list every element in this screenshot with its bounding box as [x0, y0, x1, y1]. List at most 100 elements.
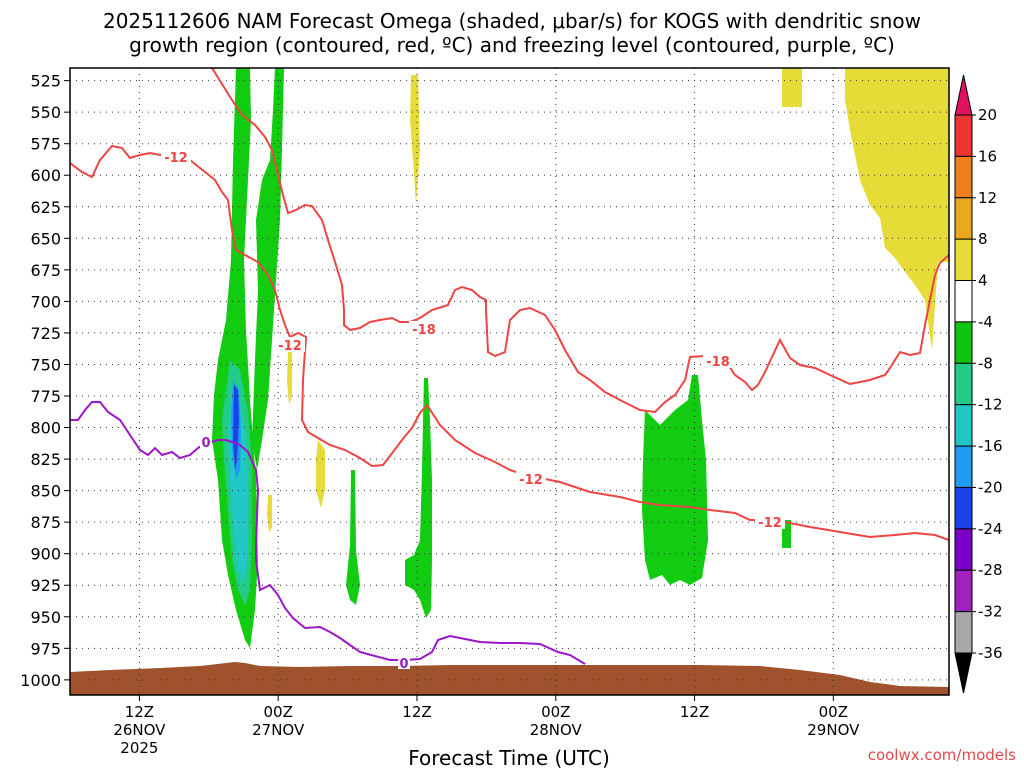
- y-tick-label: 725: [30, 324, 61, 343]
- terrain-surface: [70, 662, 949, 695]
- colorbar-segment: [954, 238, 973, 282]
- y-tick-label: 525: [30, 72, 61, 91]
- colorbar-label: -28: [978, 561, 1003, 579]
- contour-label-bg: [409, 321, 439, 336]
- colorbar-segment: [954, 445, 973, 488]
- chart-title-line-1: 2025112606 NAM Forecast Omega (shaded, μ…: [103, 9, 921, 33]
- y-tick-label: 925: [30, 576, 61, 595]
- colorbar-label: -8: [978, 354, 993, 372]
- y-tick-label: 675: [30, 261, 61, 280]
- dgz-contour-label: -18: [412, 323, 436, 338]
- x-tick-label: 12Z: [680, 703, 709, 721]
- plot-area: -12 -12 -18 -18 -12 -12 0 0: [70, 68, 949, 695]
- plot-frame: [69, 67, 950, 696]
- x-tick-label: 00Z: [819, 703, 848, 721]
- contour-label-bg: [398, 655, 410, 669]
- colorbar-segment: [954, 362, 973, 406]
- y-tick-label: 1000: [20, 671, 61, 690]
- y-tick-label: 825: [30, 450, 61, 469]
- negative-omega-region-mid-2: [405, 378, 432, 618]
- y-tick-label: 750: [30, 355, 61, 374]
- credit-text: coolwx.com/models: [868, 746, 1016, 764]
- dgz-contour-label: -12: [164, 151, 188, 166]
- omega-core-blue: [233, 385, 239, 470]
- colorbar-label: -12: [978, 396, 1003, 414]
- positive-omega-region-small-1: [287, 352, 292, 405]
- x-tick-date: 28NOV: [530, 721, 583, 739]
- y-axis: 525 550 575 600 625 650 675 700 725 750 775 800 825 8…: [20, 72, 70, 690]
- dgz-contour-lower: [211, 68, 949, 414]
- colorbar-segment: [954, 280, 973, 323]
- freezing-contour-label: 0: [201, 436, 210, 451]
- y-tick-label: 625: [30, 198, 61, 217]
- colorbar-label: 4: [978, 272, 988, 290]
- colorbar-segment: [954, 611, 973, 654]
- colorbar-segment: [954, 486, 973, 530]
- colorbar-label: 12: [978, 189, 997, 207]
- contour-label-bg: [200, 434, 212, 448]
- negative-omega-region-right: [642, 375, 708, 585]
- colorbar-label: 8: [978, 230, 988, 248]
- freezing-contour-label: 0: [399, 657, 408, 672]
- x-tick-year: 2025: [120, 739, 158, 757]
- colorbar-label: -36: [978, 644, 1003, 662]
- colorbar-segment: [954, 652, 973, 694]
- positive-omega-region-mid: [316, 440, 325, 508]
- colorbar-label: -16: [978, 437, 1003, 455]
- positive-omega-region-small-2: [267, 495, 272, 532]
- colorbar-segment: [954, 569, 973, 613]
- y-tick-label: 650: [30, 229, 61, 248]
- colorbar-label: 20: [978, 106, 997, 124]
- colorbar-label: -24: [978, 520, 1003, 538]
- colorbar-segment: [954, 321, 973, 364]
- colorbar-segment: [954, 404, 973, 447]
- dgz-contour-label: -12: [519, 473, 543, 488]
- colorbar: 20 16 12 8 4 -4 -8 -12 -16 -20 -24 -28 -32 -36: [954, 74, 1003, 694]
- x-tick-date: 26NOV: [113, 721, 166, 739]
- contour-label-bg: [703, 353, 733, 368]
- y-tick-label: 700: [30, 292, 61, 311]
- colorbar-segment: [954, 155, 973, 199]
- dgz-contour-upper: [70, 144, 949, 541]
- colorbar-label: -32: [978, 603, 1003, 621]
- y-tick-label: 600: [30, 166, 61, 185]
- y-tick-label: 850: [30, 482, 61, 501]
- colorbar-label: -4: [978, 313, 993, 331]
- contour-label-bg: [161, 149, 191, 164]
- freezing-level-contour: [70, 401, 586, 665]
- x-tick-label: 00Z: [263, 703, 292, 721]
- x-axis-label: Forecast Time (UTC): [408, 746, 610, 768]
- y-tick-label: 950: [30, 608, 61, 627]
- negative-omega-region-mid-1: [346, 470, 360, 605]
- x-tick-label: 00Z: [541, 703, 570, 721]
- colorbar-label: 16: [978, 147, 997, 165]
- contour-label-bg: [755, 514, 785, 529]
- x-tick-date: 27NOV: [252, 721, 305, 739]
- x-tick-label: 12Z: [402, 703, 431, 721]
- x-tick-label: 12Z: [125, 703, 154, 721]
- y-tick-label: 575: [30, 135, 61, 154]
- colorbar-segment: [954, 114, 973, 157]
- colorbar-segment: [954, 197, 973, 240]
- y-tick-label: 800: [30, 419, 61, 438]
- positive-omega-region-top-center: [410, 75, 420, 205]
- y-tick-label: 875: [30, 513, 61, 532]
- colorbar-segment: [954, 528, 973, 571]
- dgz-contour-label: -12: [278, 339, 302, 354]
- contour-label-bg: [275, 337, 305, 352]
- positive-omega-region-top-right: [782, 68, 802, 107]
- positive-omega-region-upper-right: [845, 68, 949, 350]
- y-tick-label: 775: [30, 387, 61, 406]
- y-tick-label: 550: [30, 103, 61, 122]
- gridlines: [70, 68, 949, 695]
- x-tick-date: 29NOV: [807, 721, 860, 739]
- dgz-contour-label: -12: [758, 516, 782, 531]
- dgz-contour-label: -18: [706, 355, 730, 370]
- contour-labels: -12 -12 -18 -18 -12 -12 0 0: [161, 149, 785, 672]
- y-tick-label: 900: [30, 545, 61, 564]
- colorbar-label: -20: [978, 478, 1003, 496]
- colorbar-segment: [954, 74, 973, 116]
- y-tick-label: 975: [30, 639, 61, 658]
